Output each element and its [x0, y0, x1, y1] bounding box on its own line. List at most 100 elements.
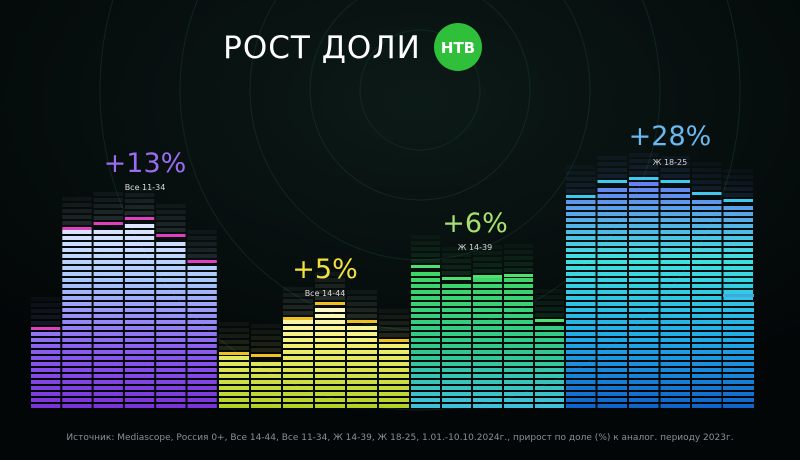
- bar-segment: [315, 344, 345, 348]
- bar-segment: [187, 320, 217, 324]
- bar-segment: [597, 296, 627, 300]
- bar-ghost: [566, 165, 596, 169]
- bar-segment: [411, 320, 440, 324]
- bar-segment: [251, 374, 281, 378]
- bar-ghost: [473, 245, 502, 249]
- bar-segment: [566, 248, 596, 252]
- bar-segment: [723, 374, 754, 378]
- bar-segment: [315, 380, 345, 384]
- bar-segment: [156, 320, 186, 324]
- bar-segment: [31, 392, 61, 396]
- bar-segment: [62, 266, 92, 270]
- bar-segment: [504, 374, 533, 378]
- bar-ghost: [566, 171, 596, 175]
- bar-segment: [597, 308, 627, 312]
- bar-segment: [723, 206, 753, 210]
- bar-segment: [124, 314, 155, 318]
- bar-segment: [156, 350, 186, 354]
- logo: НТВ: [441, 39, 475, 57]
- bar-segment: [379, 380, 409, 384]
- bar-segment: [566, 398, 596, 402]
- bar-segment: [473, 350, 502, 354]
- bar-ghost: [219, 328, 249, 332]
- bar-segment: [156, 308, 186, 312]
- bar-segment: [411, 326, 440, 330]
- bar-segment: [347, 362, 377, 366]
- bar-segment: [411, 332, 440, 336]
- bar-segment: [442, 398, 471, 402]
- bar-segment: [31, 398, 61, 402]
- bar-segment: [124, 374, 155, 378]
- bar-segment: [566, 236, 596, 240]
- bar-segment: [566, 200, 596, 204]
- bar-segment: [93, 242, 123, 246]
- bar-segment: [411, 374, 440, 378]
- bar-segment: [566, 350, 596, 354]
- bar-segment: [504, 398, 533, 402]
- bar-segment: [62, 332, 92, 336]
- bar-segment: [723, 224, 753, 228]
- bar-segment: [187, 344, 217, 348]
- bar-segment: [629, 218, 659, 222]
- bar-segment: [251, 362, 281, 366]
- bar-segment: [566, 254, 596, 258]
- bar-segment: [156, 290, 186, 294]
- bar-segment: [379, 344, 409, 348]
- bar-segment: [692, 326, 722, 330]
- title: РОСТ ДОЛИ: [223, 30, 421, 66]
- bar-segment: [566, 338, 596, 342]
- bar-segment: [535, 326, 564, 330]
- bar-segment: [156, 398, 186, 402]
- bar-segment: [566, 242, 596, 246]
- bar-segment: [187, 380, 217, 384]
- bar-segment: [660, 314, 690, 318]
- bar-segment: [566, 278, 596, 282]
- bar-ghost: [31, 315, 61, 319]
- bar-segment: [93, 278, 123, 282]
- bar-segment: [629, 350, 659, 354]
- bar-segment: [442, 356, 471, 360]
- bar-segment: [723, 248, 753, 252]
- bar-segment: [473, 278, 502, 282]
- bar-segment: [411, 284, 440, 288]
- bar-segment: [473, 314, 502, 318]
- bar-segment: [692, 296, 722, 300]
- bar-ghost: [597, 168, 627, 172]
- bar-ghost: [251, 342, 281, 346]
- bar-segment: [504, 290, 533, 294]
- bar-ghost: [187, 230, 217, 234]
- bar-segment: [156, 296, 186, 300]
- bar-segment: [219, 356, 249, 360]
- bar-segment: [473, 326, 502, 330]
- bar-cap: [566, 195, 596, 198]
- bar-segment: [660, 272, 690, 276]
- bar-ghost: [156, 210, 186, 214]
- bar-ghost: [315, 296, 345, 300]
- bar-segment: [31, 368, 61, 372]
- bar-ghost: [473, 269, 502, 273]
- bar-segment: [629, 182, 659, 186]
- bar-segment: [187, 362, 217, 366]
- bar-segment: [629, 308, 659, 312]
- bar-segment: [692, 332, 722, 336]
- bar-segment: [660, 194, 690, 198]
- bar-segment: [597, 320, 627, 324]
- bar-segment: [93, 338, 123, 342]
- bar-segment: [692, 284, 722, 288]
- bar-segment: [660, 398, 690, 402]
- bar-ghost: [411, 241, 440, 245]
- bar-segment: [62, 230, 92, 234]
- bar-segment: [442, 338, 471, 342]
- bar-segment: [473, 386, 502, 390]
- bar-segment: [597, 368, 627, 372]
- bar-segment: [504, 404, 533, 408]
- bar-segment: [315, 350, 345, 354]
- bar-segment: [156, 254, 186, 258]
- bar-segment: [219, 386, 249, 390]
- bar-segment: [283, 326, 313, 330]
- bar-segment: [347, 344, 377, 348]
- bar-segment: [219, 392, 249, 396]
- bar-segment: [93, 332, 123, 336]
- bar-segment: [535, 380, 564, 384]
- bar-segment: [629, 266, 659, 270]
